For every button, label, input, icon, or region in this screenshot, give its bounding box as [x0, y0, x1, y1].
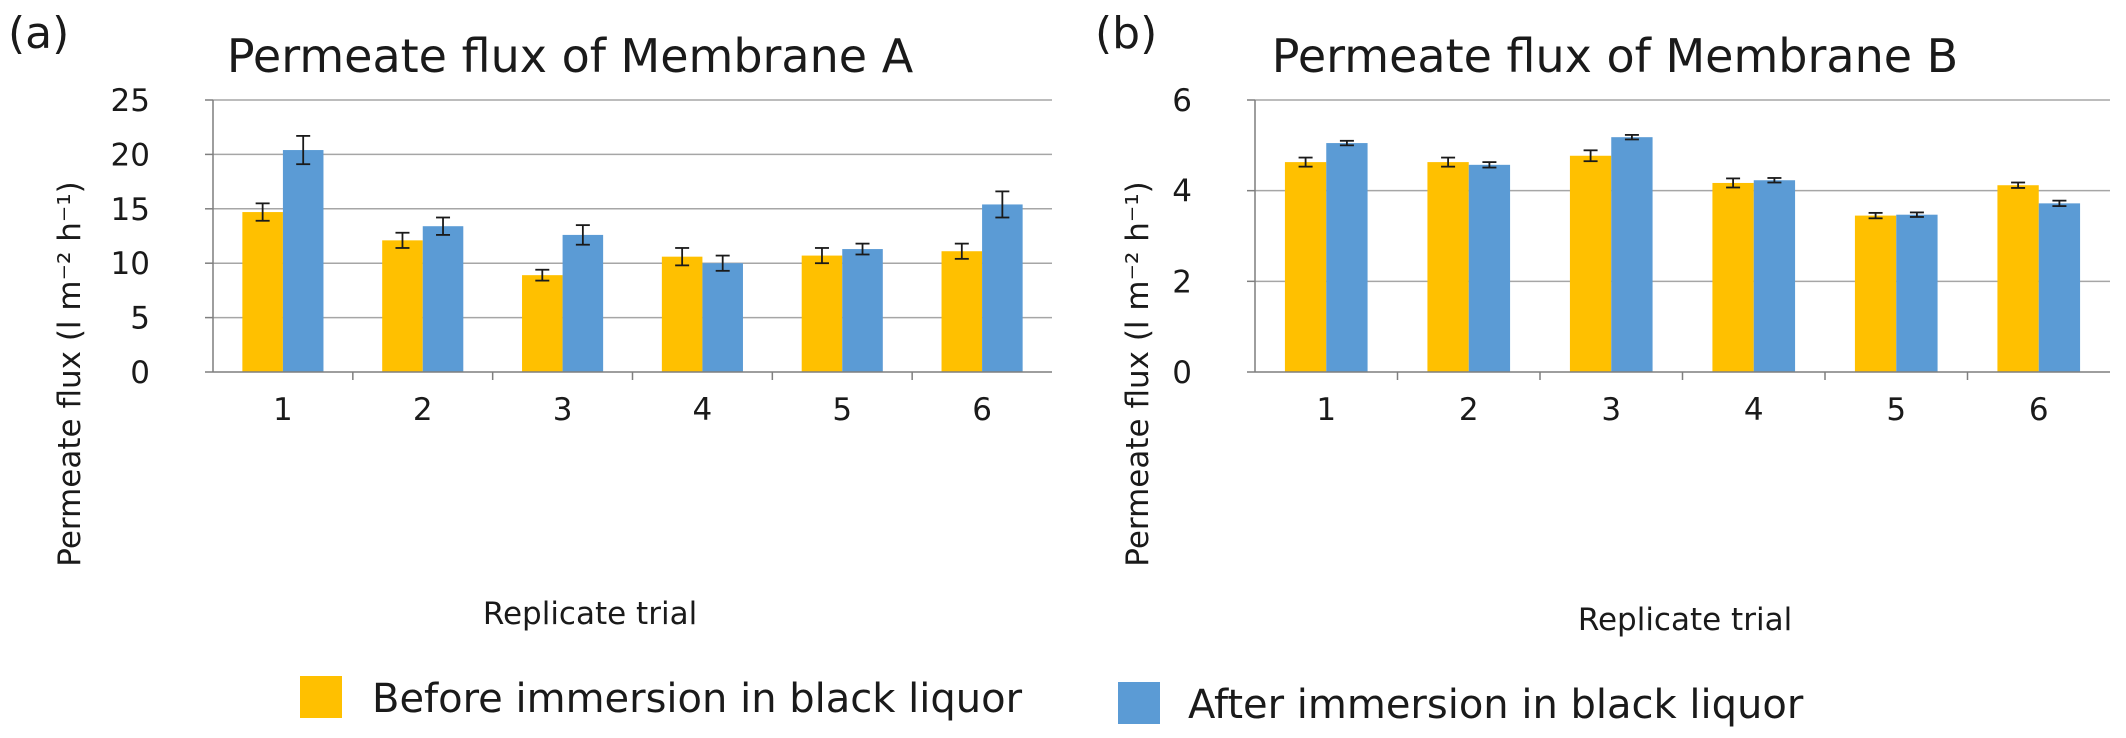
- bar-after: [282, 150, 324, 372]
- x-axis-title-a: Replicate trial: [483, 596, 697, 632]
- y-tick-label: 4: [1172, 174, 1192, 210]
- y-tick-label: 0: [130, 355, 150, 391]
- bar-before: [1854, 215, 1897, 372]
- x-tick-label: 6: [2029, 392, 2049, 428]
- x-tick-label: 5: [832, 392, 852, 428]
- bar-after: [702, 263, 743, 372]
- y-axis-title-b: Permeate flux (l m⁻² h⁻¹): [1120, 181, 1156, 567]
- axes-b: [1247, 99, 2110, 380]
- bar-before: [1569, 155, 1612, 372]
- x-tick-label: 2: [1459, 392, 1479, 428]
- legend-label-before: Before immersion in black liquor: [372, 676, 1023, 722]
- chart-title-a: Permeate flux of Membrane A: [227, 29, 914, 83]
- bar-before: [522, 275, 563, 372]
- bar-after: [2038, 203, 2081, 372]
- x-tick-label: 3: [553, 392, 573, 428]
- bar-after: [1896, 214, 1938, 372]
- bar-before: [1997, 185, 2039, 372]
- y-tick-label: 25: [111, 83, 150, 119]
- x-axis-title-b: Replicate trial: [1578, 602, 1792, 638]
- x-tick-label: 5: [1886, 392, 1906, 428]
- panel-label-a: (a): [8, 8, 69, 59]
- y-tick-label: 0: [1172, 355, 1192, 391]
- panel-label-b: (b): [1095, 8, 1157, 59]
- y-axis-title-a: Permeate flux (l m⁻² h⁻¹): [52, 181, 88, 567]
- bar-before: [242, 212, 283, 372]
- legend-swatch-before: [300, 676, 342, 718]
- y-tick-label: 10: [111, 246, 150, 282]
- y-tick-label: 6: [1172, 83, 1192, 119]
- x-tick-label: 4: [693, 392, 713, 428]
- x-tick-label: 6: [972, 392, 992, 428]
- gridlines-a: [213, 99, 1052, 319]
- bar-after: [1326, 143, 1368, 372]
- bar-after: [842, 249, 883, 372]
- x-tick-label: 1: [1316, 392, 1336, 428]
- bar-before: [661, 256, 703, 372]
- chart-panel-b: (b) Permeate flux of Membrane B 0 2 4 6 1 2 3 4…: [1095, 8, 2110, 638]
- y-tick-label: 2: [1172, 264, 1192, 300]
- bar-before: [1712, 182, 1754, 372]
- chart-panel-a: (a) Permeate flux of Membrane A 05101520…: [8, 8, 1052, 632]
- bar-before: [1284, 162, 1327, 372]
- bar-after: [1753, 180, 1796, 372]
- gridlines-b: [1255, 99, 2110, 283]
- y-tick-label: 15: [111, 192, 150, 228]
- x-tick-label: 2: [413, 392, 433, 428]
- tick-labels-b: 0 2 4 6 1 2 3 4 5 6: [1172, 83, 2048, 428]
- bar-before: [801, 255, 843, 372]
- bars-b: [1284, 134, 2081, 372]
- bar-before: [1427, 162, 1469, 372]
- bar-after: [982, 204, 1023, 372]
- axes-a: [205, 99, 1052, 380]
- bar-before: [382, 240, 423, 372]
- y-tick-label: 20: [111, 137, 150, 173]
- legend: Before immersion in black liquor After i…: [300, 676, 1804, 728]
- chart-title-b: Permeate flux of Membrane B: [1272, 29, 1958, 83]
- legend-swatch-after: [1118, 682, 1160, 724]
- tick-labels-a: 0 5 10 15 20 25 1 2 3 4 5 6: [111, 83, 992, 428]
- y-tick-label: 5: [130, 301, 150, 337]
- bar-after: [562, 234, 604, 372]
- bar-after: [1611, 137, 1653, 372]
- x-tick-label: 4: [1744, 392, 1764, 428]
- bar-after: [422, 226, 464, 372]
- bar-after: [1468, 164, 1511, 372]
- bars-a: [242, 135, 1023, 372]
- legend-label-after: After immersion in black liquor: [1188, 682, 1804, 728]
- x-tick-label: 3: [1601, 392, 1621, 428]
- bar-before: [941, 251, 983, 372]
- x-tick-label: 1: [273, 392, 293, 428]
